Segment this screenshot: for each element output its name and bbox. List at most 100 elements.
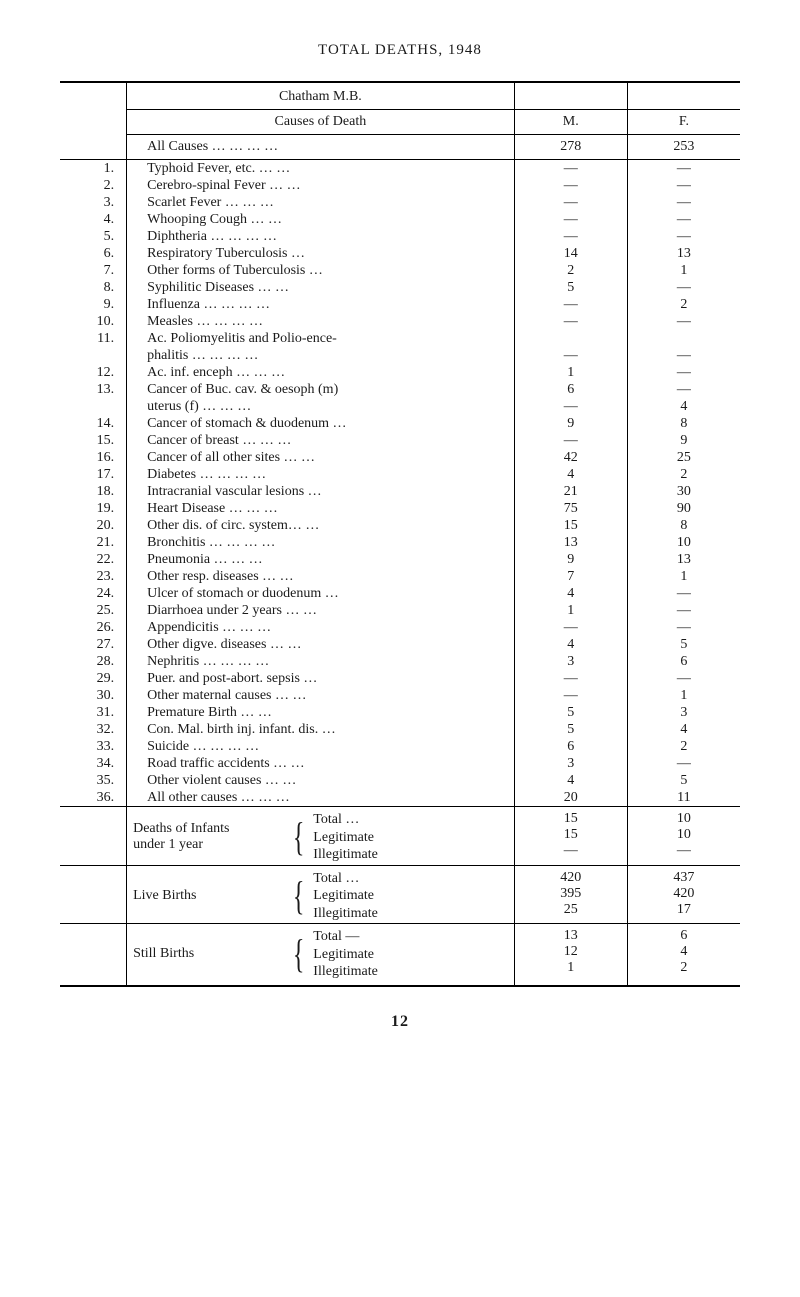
male-value: 9: [514, 415, 627, 432]
male-value: 13: [514, 534, 627, 551]
female-value: 13: [627, 245, 740, 262]
male-value: 4: [514, 636, 627, 653]
female-value: 2: [627, 466, 740, 483]
row-index: 31.: [60, 704, 127, 721]
male-value: 9: [514, 551, 627, 568]
male-value: —: [514, 211, 627, 228]
male-value: —: [514, 687, 627, 704]
female-value: 25: [627, 449, 740, 466]
row-index: 9.: [60, 296, 127, 313]
female-value: 9: [627, 432, 740, 449]
cause-label: Cerebro-spinal Fever … …: [127, 177, 515, 194]
val: 25: [564, 902, 578, 917]
row-index: 24.: [60, 585, 127, 602]
val: —: [677, 843, 691, 858]
brace-icon: {: [292, 934, 304, 974]
female-value: —: [627, 670, 740, 687]
page-number: 12: [60, 1013, 740, 1031]
male-value: —: [514, 177, 627, 194]
val: 12: [564, 944, 578, 959]
row-index: 35.: [60, 772, 127, 789]
cause-label: Whooping Cough … …: [127, 211, 515, 228]
val: 10: [677, 811, 691, 826]
val: 13: [564, 928, 578, 943]
brace-item: Total …: [313, 871, 359, 886]
row-index: 3.: [60, 194, 127, 211]
all-causes-f: 253: [627, 135, 740, 160]
row-index: 21.: [60, 534, 127, 551]
cause-label: Scarlet Fever … … …: [127, 194, 515, 211]
deaths-table: Chatham M.B. Causes of Death M. F. All C…: [60, 81, 740, 989]
cause-label: Other forms of Tuberculosis …: [127, 262, 515, 279]
male-value: —: [514, 432, 627, 449]
row-index: 29.: [60, 670, 127, 687]
cause-label: Intracranial vascular lesions …: [127, 483, 515, 500]
cause-label: Pneumonia … … …: [127, 551, 515, 568]
cause-label: Cancer of stomach & duodenum …: [127, 415, 515, 432]
cause-label: Ulcer of stomach or duodenum …: [127, 585, 515, 602]
val: 420: [673, 886, 694, 901]
val: 17: [677, 902, 691, 917]
cause-label: Cancer of all other sites … …: [127, 449, 515, 466]
female-value: —: [627, 381, 740, 398]
brace-item: Total …: [313, 812, 359, 827]
male-value: —: [514, 228, 627, 245]
cause-label: Suicide … … … …: [127, 738, 515, 755]
female-value: —: [627, 364, 740, 381]
cause-label: Premature Birth … …: [127, 704, 515, 721]
cause-label: Ac. Poliomyelitis and Polio-ence-: [127, 330, 515, 347]
row-index: 11.: [60, 330, 127, 347]
cause-label: Appendicitis … … …: [127, 619, 515, 636]
cause-label: Respiratory Tuberculosis …: [127, 245, 515, 262]
female-value: —: [627, 177, 740, 194]
row-index: 26.: [60, 619, 127, 636]
male-value: —: [514, 160, 627, 178]
row-index: 18.: [60, 483, 127, 500]
male-value: 42: [514, 449, 627, 466]
brace-item: Total —: [313, 929, 359, 944]
row-index: 19.: [60, 500, 127, 517]
cause-label: uterus (f) … … …: [127, 398, 515, 415]
col-causes: Causes of Death: [127, 110, 515, 135]
row-index: [60, 398, 127, 415]
male-value: 3: [514, 755, 627, 772]
female-value: —: [627, 585, 740, 602]
cause-label: Heart Disease … … …: [127, 500, 515, 517]
female-value: —: [627, 347, 740, 364]
female-value: —: [627, 194, 740, 211]
male-value: 5: [514, 704, 627, 721]
female-value: 30: [627, 483, 740, 500]
row-index: 10.: [60, 313, 127, 330]
row-index: 2.: [60, 177, 127, 194]
row-index: 6.: [60, 245, 127, 262]
val: 420: [560, 870, 581, 885]
row-index: [60, 347, 127, 364]
cause-label: Other resp. diseases … …: [127, 568, 515, 585]
male-value: —: [514, 313, 627, 330]
female-value: [627, 330, 740, 347]
cause-label: Other violent causes … …: [127, 772, 515, 789]
row-index: 33.: [60, 738, 127, 755]
brace-item: Illegitimate: [313, 964, 378, 979]
row-index: 14.: [60, 415, 127, 432]
female-value: 2: [627, 296, 740, 313]
female-value: 8: [627, 415, 740, 432]
row-index: 30.: [60, 687, 127, 704]
cause-label: Diphtheria … … … …: [127, 228, 515, 245]
val: 10: [677, 827, 691, 842]
female-value: 90: [627, 500, 740, 517]
female-value: 11: [627, 789, 740, 807]
brace-icon: {: [292, 876, 304, 916]
row-index: 20.: [60, 517, 127, 534]
female-value: —: [627, 160, 740, 178]
cause-label: Puer. and post-abort. sepsis …: [127, 670, 515, 687]
still-births-label: Still Births: [133, 946, 283, 962]
val: 437: [673, 870, 694, 885]
brace-item: Legitimate: [313, 830, 374, 845]
row-index: 36.: [60, 789, 127, 807]
male-value: 75: [514, 500, 627, 517]
female-value: 8: [627, 517, 740, 534]
row-index: 7.: [60, 262, 127, 279]
male-value: 14: [514, 245, 627, 262]
male-value: —: [514, 347, 627, 364]
